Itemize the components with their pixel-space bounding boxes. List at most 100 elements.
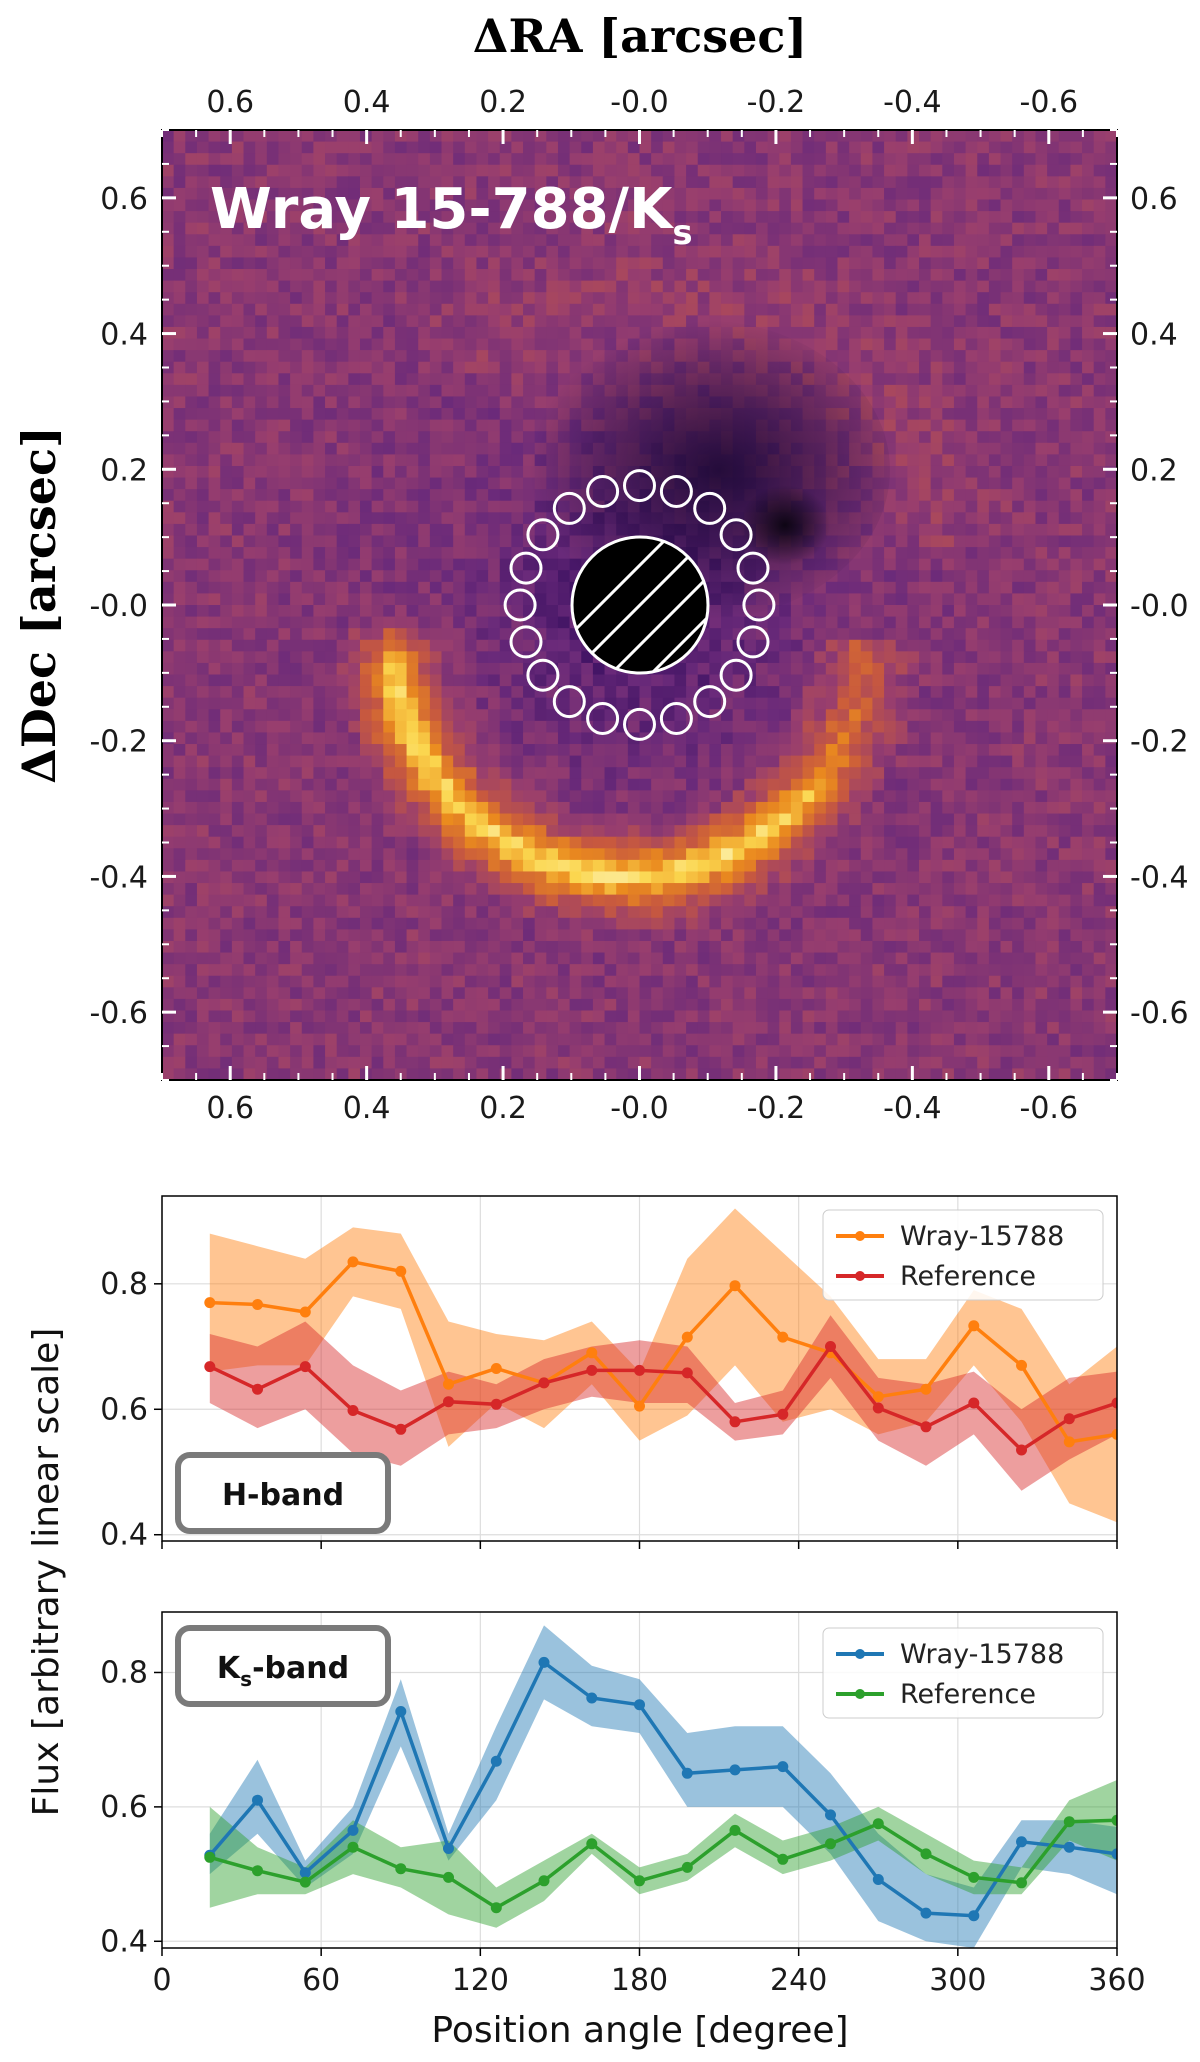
h-legend-marker-ref xyxy=(855,1271,865,1281)
ks-point-0 xyxy=(634,1699,645,1711)
dec-tick-label-left: -0.6 xyxy=(89,996,148,1031)
aperture-circle xyxy=(509,625,543,659)
ks-point-1 xyxy=(299,1876,311,1888)
h-y-tick-label: 0.8 xyxy=(100,1267,148,1302)
ks-point-0 xyxy=(872,1874,884,1885)
h-point-1 xyxy=(395,1423,407,1435)
ra-tick-label-bottom: -0.4 xyxy=(883,1091,942,1126)
ks-point-1 xyxy=(1016,1877,1027,1889)
ks-point-1 xyxy=(395,1863,407,1875)
h-band-label: H-band xyxy=(175,1452,391,1534)
h-band-0 xyxy=(209,1208,1117,1523)
ks-y-tick-label: 0.8 xyxy=(100,1655,148,1690)
ks-legend-marker-ref xyxy=(855,1689,865,1699)
aperture-circle xyxy=(526,658,560,692)
dec-tick-label-right: -0.0 xyxy=(1130,589,1189,624)
ks-point-0 xyxy=(1016,1836,1027,1848)
ks-point-0 xyxy=(968,1910,980,1922)
ks-x-tick-label: 60 xyxy=(302,1963,340,1998)
ks-point-0 xyxy=(1111,1848,1117,1860)
aperture-circle xyxy=(742,588,776,622)
ks-legend-wray: Wray-15788 xyxy=(900,1639,1064,1670)
ks-point-1 xyxy=(347,1841,359,1853)
h-series-line-1 xyxy=(209,1343,1117,1453)
ks-point-1 xyxy=(968,1871,980,1883)
aperture-circle xyxy=(509,551,543,585)
ks-point-1 xyxy=(586,1838,598,1850)
h-point-0 xyxy=(968,1320,980,1332)
h-legend-reference: Reference xyxy=(900,1261,1036,1292)
ks-point-1 xyxy=(204,1851,216,1863)
image-panel: ΔRA [arcsec] ΔDec [arcsec] Wray 15-788/K… xyxy=(12,9,1189,1126)
aperture-circle xyxy=(693,491,727,525)
aperture-circle xyxy=(526,518,560,552)
ks-point-1 xyxy=(252,1865,263,1877)
h-uncertainty-bands xyxy=(209,1208,1117,1523)
ks-point-1 xyxy=(729,1824,741,1836)
ks-x-tick-label: 240 xyxy=(770,1963,827,1998)
h-point-1 xyxy=(586,1364,598,1376)
ks-x-tick-label: 300 xyxy=(929,1963,986,1998)
aperture-circle xyxy=(736,551,770,585)
h-y-tick-label: 0.6 xyxy=(100,1392,148,1427)
ks-point-1 xyxy=(825,1838,836,1850)
h-point-0 xyxy=(299,1306,311,1318)
aperture-circle xyxy=(693,685,727,719)
h-point-0 xyxy=(490,1363,502,1374)
h-band-label-box xyxy=(175,1452,391,1534)
ks-point-1 xyxy=(777,1853,789,1865)
ks-point-1 xyxy=(490,1902,502,1914)
dec-tick-label-left: 0.2 xyxy=(100,453,148,488)
image-ticks: 0.6 0.6 0.4 0.4 0.2 0.2 -0.0 -0.0 -0.2 -0.2 -0.4 -0… xyxy=(89,85,1188,1126)
heatmap-pixels xyxy=(162,130,1117,1080)
ks-y-tick-label: 0.6 xyxy=(100,1790,148,1825)
ks-point-1 xyxy=(681,1861,693,1873)
ks-uncertainty-bands xyxy=(209,1625,1117,1948)
h-point-0 xyxy=(729,1280,741,1292)
h-point-0 xyxy=(347,1256,359,1268)
h-point-0 xyxy=(634,1400,645,1412)
h-point-0 xyxy=(204,1297,216,1309)
ks-point-0 xyxy=(729,1764,741,1776)
h-point-1 xyxy=(634,1364,645,1376)
h-point-1 xyxy=(347,1405,359,1416)
ks-point-0 xyxy=(252,1794,263,1806)
ks-point-0 xyxy=(347,1824,359,1836)
ks-point-0 xyxy=(443,1843,454,1854)
h-point-0 xyxy=(395,1265,407,1277)
h-point-1 xyxy=(825,1341,836,1352)
h-point-1 xyxy=(920,1421,932,1433)
dec-tick-label-left: 0.6 xyxy=(100,182,148,217)
aperture-circle xyxy=(586,702,620,735)
dec-axis-title: ΔDec [arcsec] xyxy=(12,426,66,784)
h-point-1 xyxy=(1063,1413,1075,1425)
h-point-1 xyxy=(443,1396,454,1408)
ra-tick-label-top: 0.4 xyxy=(343,85,391,120)
ks-x-tick-label: 120 xyxy=(452,1963,509,1998)
ks-legend-reference: Reference xyxy=(900,1679,1036,1710)
ks-series-line-0 xyxy=(208,1659,1117,1918)
ks-point-1 xyxy=(443,1871,454,1883)
h-band-panel: 0.4 0.6 0.8 Wray-15788 Reference H-band xyxy=(100,1195,1118,1553)
h-point-0 xyxy=(1016,1359,1027,1371)
ks-point-0 xyxy=(681,1767,693,1779)
h-point-0 xyxy=(777,1331,789,1343)
h-point-1 xyxy=(204,1361,216,1373)
ks-point-1 xyxy=(872,1818,884,1830)
dark-spot xyxy=(740,485,830,565)
ks-point-0 xyxy=(395,1706,407,1717)
ra-tick-label-bottom: -0.2 xyxy=(747,1091,806,1126)
aperture-circle xyxy=(736,625,770,659)
ks-band-label-box xyxy=(175,1625,391,1707)
ra-tick-label-top: -0.4 xyxy=(883,85,942,120)
ra-tick-label-top: 0.6 xyxy=(206,85,254,120)
dec-tick-label-left: -0.0 xyxy=(89,589,148,624)
ks-band-text: Ks-band xyxy=(217,1651,349,1691)
h-point-1 xyxy=(1111,1397,1117,1409)
h-point-0 xyxy=(920,1383,932,1395)
ks-point-1 xyxy=(920,1848,932,1860)
h-point-0 xyxy=(1063,1436,1075,1448)
ra-tick-label-top: 0.2 xyxy=(479,85,527,120)
dec-tick-label-right: 0.6 xyxy=(1130,182,1178,217)
